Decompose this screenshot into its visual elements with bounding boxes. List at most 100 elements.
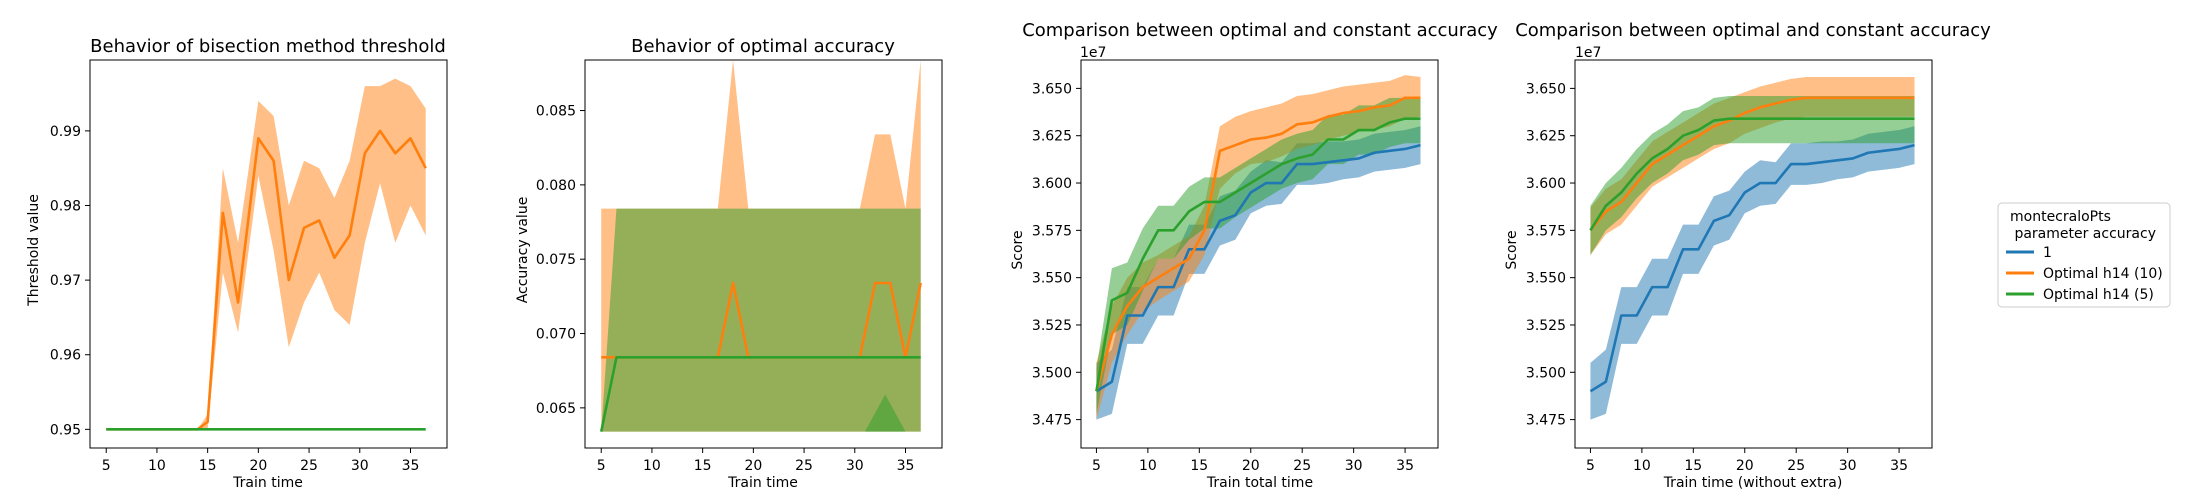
panel-score-total: Comparison between optimal and constant … — [1010, 20, 1498, 491]
panel-title: Comparison between optimal and constant … — [1022, 20, 1498, 41]
y-tick-label: 3.575 — [1032, 223, 1072, 239]
series-1-line — [1589, 96, 1915, 232]
x-axis-label: Train time (without extra) — [1663, 475, 1843, 491]
series-1-line — [1095, 96, 1421, 392]
legend-title-line-2: parameter accuracy — [2010, 226, 2156, 242]
y-tick-label: 3.500 — [1032, 365, 1072, 381]
plot-area — [599, 60, 922, 432]
axes-frame — [1080, 59, 1439, 449]
x-tick-label: 10 — [148, 458, 166, 474]
x-tick-label: 35 — [897, 458, 915, 474]
x-tick-label: 30 — [1839, 458, 1857, 474]
series-1-line — [599, 356, 921, 432]
panel-title: Behavior of optimal accuracy — [631, 36, 895, 57]
x-axis-label: Train time — [727, 475, 798, 491]
x-tick-label: 10 — [1633, 458, 1651, 474]
plot-area — [1589, 77, 1915, 420]
y-axis-label: Accuracy value — [515, 197, 531, 304]
y-tick-label: 0.070 — [536, 327, 576, 343]
x-axis-label: Train total time — [1206, 475, 1313, 491]
y-tick-label: 3.650 — [1032, 81, 1072, 97]
y-tick-label: 0.99 — [50, 124, 81, 140]
legend-title-line-1: montecraloPts — [2010, 209, 2111, 225]
panel-threshold: Behavior of bisection method threshold T… — [26, 36, 448, 491]
x-axis-label: Train time — [232, 475, 303, 491]
y-tick-label: 0.085 — [536, 104, 576, 120]
x-tick-label: 25 — [1293, 458, 1311, 474]
axes-frame — [584, 59, 943, 449]
legend-frame — [1997, 202, 2171, 308]
x-tick-label: 20 — [1242, 458, 1260, 474]
x-tick-label: 25 — [300, 458, 318, 474]
x-tick-label: 20 — [744, 458, 762, 474]
offset-label: 1e7 — [1575, 45, 1601, 61]
y-tick-label: 0.96 — [50, 348, 81, 364]
series-0-confidence-band — [1590, 126, 1915, 420]
x-tick-label: 30 — [351, 458, 369, 474]
series-1-confidence-band — [601, 208, 921, 432]
y-tick-label: 0.065 — [536, 401, 576, 417]
y-tick-label: 3.600 — [1032, 176, 1072, 192]
x-tick-label: 15 — [1190, 458, 1208, 474]
series-2-line — [1589, 117, 1915, 232]
x-tick-label: 10 — [1139, 458, 1157, 474]
x-tick-label: 35 — [402, 458, 420, 474]
x-tick-label: 20 — [1736, 458, 1754, 474]
panel-title: Comparison between optimal and constant … — [1515, 20, 1991, 41]
series-2-line — [1095, 117, 1421, 392]
y-tick-label: 0.98 — [50, 199, 81, 215]
y-tick-label: 3.625 — [1526, 129, 1566, 145]
y-tick-label: 0.080 — [536, 178, 576, 194]
y-tick-label: 0.075 — [536, 252, 576, 268]
y-tick-label: 3.550 — [1032, 271, 1072, 287]
x-tick-label: 25 — [1787, 458, 1805, 474]
y-tick-label: 3.600 — [1526, 176, 1566, 192]
y-tick-label: 3.525 — [1032, 318, 1072, 334]
x-tick-label: 5 — [102, 458, 111, 474]
series-2-confidence-band — [1096, 97, 1421, 414]
x-tick-label: 10 — [643, 458, 661, 474]
axes-frame — [1574, 59, 1933, 449]
y-axis-label: Score — [1504, 230, 1520, 269]
x-tick-label: 5 — [597, 458, 606, 474]
x-tick-label: 15 — [1684, 458, 1702, 474]
x-tick-label: 20 — [249, 458, 267, 474]
axes-frame — [89, 59, 448, 449]
x-tick-label: 30 — [1345, 458, 1363, 474]
series-0-line — [1095, 143, 1421, 393]
x-tick-label: 15 — [199, 458, 217, 474]
offset-label: 1e7 — [1080, 45, 1106, 61]
x-tick-label: 35 — [1396, 458, 1414, 474]
x-tick-label: 5 — [1092, 458, 1101, 474]
y-tick-label: 3.475 — [1032, 413, 1072, 429]
y-tick-label: 3.575 — [1526, 223, 1566, 239]
x-tick-label: 30 — [846, 458, 864, 474]
x-tick-label: 15 — [694, 458, 712, 474]
y-tick-label: 3.525 — [1526, 318, 1566, 334]
y-tick-label: 3.650 — [1526, 81, 1566, 97]
plot-area — [106, 78, 427, 431]
panel-score-without-extra: Comparison between optimal and constant … — [1504, 20, 1991, 491]
legend: montecraloPts parameter accuracy 1 Optim… — [1997, 202, 2171, 308]
x-tick-label: 35 — [1890, 458, 1908, 474]
y-tick-label: 0.97 — [50, 273, 81, 289]
panel-title: Behavior of bisection method threshold — [90, 36, 446, 57]
y-tick-label: 0.95 — [50, 422, 81, 438]
y-axis-label: Score — [1010, 230, 1026, 269]
y-tick-label: 3.500 — [1526, 365, 1566, 381]
legend-label-1: 1 — [2043, 245, 2052, 261]
x-tick-label: 5 — [1586, 458, 1595, 474]
legend-label-optimal-5: Optimal h14 (5) — [2043, 287, 2154, 303]
y-tick-label: 3.550 — [1526, 271, 1566, 287]
x-tick-label: 25 — [795, 458, 813, 474]
series-1-extra-band — [864, 394, 906, 432]
plot-area — [1095, 75, 1421, 420]
y-tick-label: 3.475 — [1526, 413, 1566, 429]
y-tick-label: 3.625 — [1032, 129, 1072, 145]
legend-label-optimal-10: Optimal h14 (10) — [2043, 266, 2163, 282]
series-0-line — [1589, 143, 1915, 393]
y-axis-label: Threshold value — [26, 194, 42, 307]
panel-accuracy: Behavior of optimal accuracy Train time … — [515, 36, 943, 491]
series-2-confidence-band — [1590, 95, 1915, 255]
